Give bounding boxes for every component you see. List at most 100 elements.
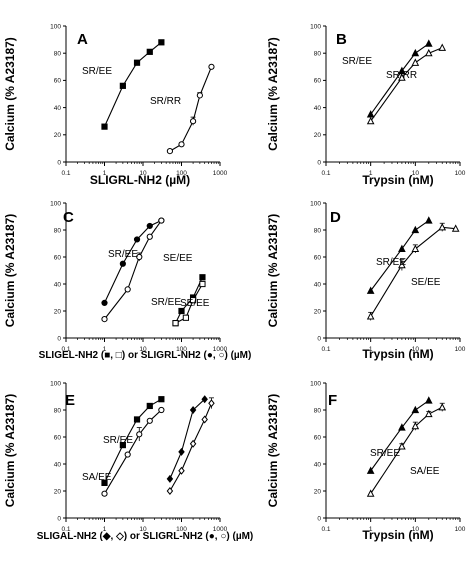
series-2: [366, 43, 447, 125]
y-tick-label: 20: [314, 488, 322, 495]
series-line: [169, 398, 206, 480]
data-point: [101, 490, 108, 497]
series-3: [166, 395, 208, 483]
panel-letter: F: [328, 392, 337, 409]
x-tick-label: 10: [412, 346, 420, 353]
y-tick-label: 100: [310, 200, 321, 207]
series-annotation: SR/EE: [370, 448, 400, 459]
data-point: [166, 487, 174, 495]
x-axis-label: Trypsin (nM): [362, 528, 433, 542]
data-point: [424, 396, 433, 404]
data-point: [178, 141, 185, 148]
series-1: [101, 217, 165, 306]
data-point: [366, 466, 375, 474]
data-point: [424, 39, 433, 47]
series-annotation: SR/EE: [108, 249, 138, 260]
series-line: [370, 226, 456, 317]
data-point: [208, 399, 215, 408]
data-point: [146, 222, 153, 230]
panel-letter: D: [330, 209, 341, 226]
x-tick-label: 0.1: [61, 526, 70, 533]
data-point: [158, 217, 165, 224]
x-tick-label: 1: [369, 346, 373, 353]
data-point: [411, 48, 420, 57]
series-annotation: SE/EE: [163, 253, 193, 264]
y-tick-label: 20: [314, 132, 322, 139]
x-tick-label: 10: [139, 170, 147, 177]
series-line: [370, 47, 443, 122]
panel-a: 0 20 40 60 80 100 0.1 1 10 100 1000 SR/EE SR/RR A Calc…: [3, 23, 228, 187]
y-tick-label: 40: [314, 281, 322, 288]
axis-frame: [65, 26, 220, 163]
y-tick-label: 80: [314, 407, 322, 414]
y-tick-label: 40: [54, 105, 62, 112]
data-point: [166, 148, 174, 155]
y-tick-label: 60: [314, 78, 322, 85]
x-tick-label: 1: [369, 170, 373, 177]
series-line: [370, 43, 430, 115]
x-tick-label: 1: [103, 526, 107, 533]
series-line: [169, 66, 212, 152]
y-tick-label: 40: [314, 461, 322, 468]
data-point: [172, 320, 179, 327]
x-tick-label: 0.1: [321, 346, 330, 353]
y-tick-label: 40: [54, 281, 62, 288]
data-point: [178, 466, 185, 475]
series-line: [175, 277, 203, 324]
series-line: [104, 409, 162, 494]
x-tick-label: 0.1: [321, 526, 330, 533]
data-point: [178, 307, 185, 315]
series-2: [366, 222, 460, 321]
x-tick-label: 1000: [213, 526, 228, 533]
data-point: [411, 405, 420, 414]
series-annotation: SR/EE: [342, 56, 372, 67]
y-tick-label: 80: [54, 407, 62, 414]
series-annotation: SR/EE: [151, 297, 181, 308]
data-point: [366, 312, 375, 320]
y-tick-label: 60: [54, 78, 62, 85]
series-1: [101, 396, 165, 486]
data-point: [146, 417, 153, 424]
x-tick-label: 100: [455, 346, 466, 353]
x-axis-label: Trypsin (nM): [362, 173, 433, 187]
x-tick-label: 1000: [213, 170, 228, 177]
x-tick-label: 100: [176, 346, 187, 353]
series-annotation: SR/EE: [376, 257, 406, 268]
data-point: [451, 224, 460, 232]
y-tick-label: 80: [314, 51, 322, 58]
y-axis-label: Calcium (% A23187): [266, 214, 280, 328]
series-annotation: SE/EE: [180, 298, 210, 309]
series-line: [370, 220, 430, 292]
series-annotation: SA/EE: [82, 472, 112, 483]
y-tick-label: 20: [54, 488, 62, 495]
x-tick-label: 1000: [213, 346, 228, 353]
x-axis-label: SLIGAL-NH2 (◆, ◇) or SLIGRL-NH2 (●, ○) (…: [37, 531, 254, 542]
x-tick-label: 100: [176, 170, 187, 177]
data-point: [189, 406, 197, 414]
x-tick-label: 10: [412, 170, 420, 177]
x-tick-label: 1: [369, 526, 373, 533]
data-point: [398, 73, 406, 81]
data-point: [146, 48, 153, 55]
data-point: [178, 447, 185, 456]
data-point: [189, 297, 197, 304]
series-annotation: SR/RR: [386, 70, 417, 81]
series-annotation: SA/EE: [410, 466, 440, 477]
y-tick-label: 0: [317, 159, 321, 166]
data-point: [136, 253, 143, 261]
y-tick-label: 60: [54, 434, 62, 441]
series-annotation: SR/EE: [82, 66, 112, 77]
axis-frame: [65, 383, 220, 519]
y-tick-label: 20: [314, 308, 322, 315]
panel-e: 0 20 40 60 80 100 0.1 1 10 100 1000 SR/EE SA/EE E Calc…: [3, 380, 253, 542]
data-point: [398, 244, 406, 252]
data-point: [146, 233, 153, 240]
series-annotation: SE/EE: [411, 277, 441, 288]
x-tick-label: 100: [455, 170, 466, 177]
data-point: [101, 316, 108, 323]
data-point: [199, 274, 206, 281]
y-tick-label: 40: [54, 461, 62, 468]
series-line: [103, 41, 162, 127]
